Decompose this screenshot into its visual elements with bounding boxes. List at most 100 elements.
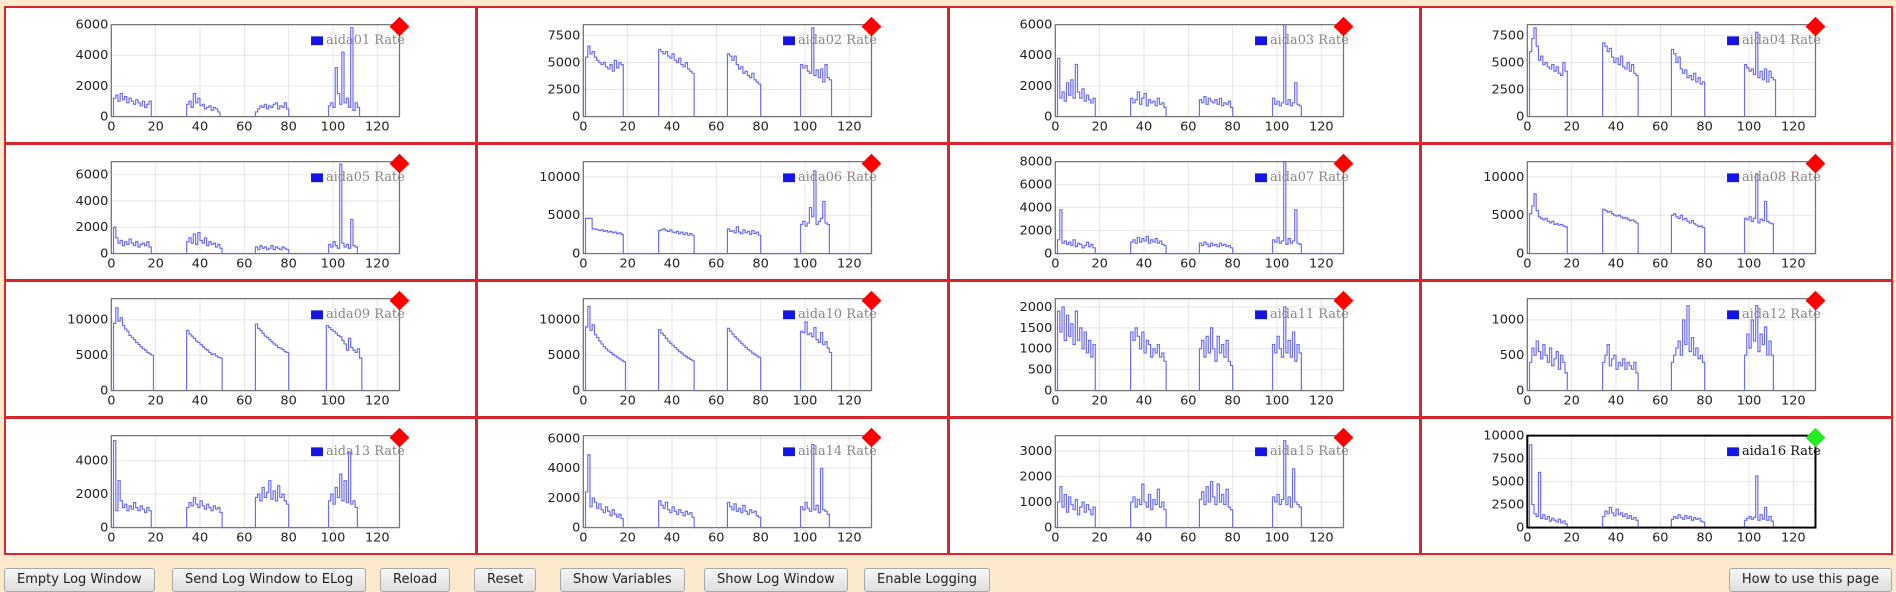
x-tick-label: 20: [1563, 530, 1579, 545]
x-tick-label: 0: [579, 393, 587, 408]
series-line: [583, 305, 872, 392]
x-tick-label: 100: [793, 393, 818, 408]
y-tick-label: 6000: [1020, 178, 1053, 193]
y-tick-label: 2500: [548, 83, 581, 98]
chart-panel[interactable]: 0 20 40 60 80 100 120 0 2000 4000 6000 aida01 Rate: [4, 6, 477, 144]
y-tick-label: 2000: [1020, 300, 1053, 315]
chart-panel[interactable]: 0 20 40 60 80 100 120 0 500 1000 1500 2000 aida11 Ra…: [948, 280, 1421, 418]
chart-panel[interactable]: 0 20 40 60 80 100 120 0 2000 4000 6000 aida03 Rate: [948, 6, 1421, 144]
chart-panel[interactable]: 0 20 40 60 80 100 120 0 500 1000 aida12 Rate: [1420, 280, 1893, 418]
y-tick-label: 7500: [548, 28, 581, 43]
x-tick-label: 20: [147, 256, 163, 271]
x-tick-label: 20: [619, 256, 635, 271]
legend-label: aida01 Rate: [326, 33, 405, 48]
x-tick-label: 60: [236, 393, 252, 408]
series-line: [1527, 444, 1816, 529]
chart-panel[interactable]: 0 20 40 60 80 100 120 0 2500 5000 7500 aida04 Rate: [1420, 6, 1893, 144]
x-tick-label: 100: [1737, 393, 1762, 408]
y-tick-label: 7500: [1492, 452, 1525, 467]
x-tick-label: 20: [1091, 256, 1107, 271]
chart-panel[interactable]: 0 20 40 60 80 100 120 0 2000 4000 6000 8000 aida07 R…: [948, 143, 1421, 281]
x-tick-label: 40: [1136, 119, 1152, 134]
y-tick-label: 5000: [76, 348, 109, 363]
show-variables-button[interactable]: Show Variables: [560, 568, 685, 592]
series-line: [1527, 27, 1816, 118]
enable-logging-button[interactable]: Enable Logging: [864, 568, 990, 592]
chart-panel[interactable]: 0 20 40 60 80 100 120 0 2500 5000 7500 aida02 Rate: [476, 6, 949, 144]
status-alarm-diamond-icon: [1805, 290, 1826, 311]
chart-panel[interactable]: 0 20 40 60 80 100 120 0 2000 4000 6000 aida05 Rate: [4, 143, 477, 281]
how-to-use-button[interactable]: How to use this page: [1728, 568, 1892, 592]
x-tick-label: 100: [321, 256, 346, 271]
x-tick-label: 80: [752, 393, 768, 408]
x-tick-label: 20: [1563, 393, 1579, 408]
show-log-window-button[interactable]: Show Log Window: [704, 568, 848, 592]
chart-panel[interactable]: 0 20 40 60 80 100 120 0 5000 10000 aida08 Rate: [1420, 143, 1893, 281]
y-tick-label: 4000: [1020, 201, 1053, 216]
x-tick-label: 20: [1091, 393, 1107, 408]
legend-label: aida16 Rate: [1742, 444, 1821, 459]
reset-button[interactable]: Reset: [474, 568, 537, 592]
plot-frame: [1526, 23, 1817, 118]
x-tick-label: 60: [1180, 393, 1196, 408]
chart-grid: 0 20 40 60 80 100 120 0 2000 4000 6000 aida01 Rate 0…: [4, 6, 1893, 555]
rate-chart: 0 20 40 60 80 100 120 0 2000 4000 6000 aida01 Rate: [76, 16, 410, 134]
legend-swatch: [1255, 36, 1267, 46]
chart-panel[interactable]: 0 20 40 60 80 100 120 0 2000 4000 6000 aida14 Rate: [476, 417, 949, 555]
y-tick-label: 5000: [1492, 208, 1525, 223]
x-tick-label: 80: [1696, 119, 1712, 134]
x-tick-label: 40: [1608, 256, 1624, 271]
x-tick-label: 40: [1136, 530, 1152, 545]
reload-button[interactable]: Reload: [380, 568, 451, 592]
x-tick-label: 120: [837, 530, 862, 545]
x-tick-label: 40: [664, 393, 680, 408]
chart-panel[interactable]: 0 20 40 60 80 100 120 0 2000 4000 aida13 Rate: [4, 417, 477, 555]
y-tick-label: 0: [572, 384, 580, 399]
x-tick-label: 60: [708, 393, 724, 408]
chart-panel[interactable]: 0 20 40 60 80 100 120 0 2500 5000 7500 10000 aida16 …: [1420, 417, 1893, 555]
y-tick-label: 1500: [1020, 321, 1053, 336]
legend-label: aida08 Rate: [1742, 170, 1821, 185]
x-tick-label: 40: [1608, 530, 1624, 545]
x-tick-label: 20: [619, 530, 635, 545]
chart-panel[interactable]: 0 20 40 60 80 100 120 0 1000 2000 3000 aida15 Rate: [948, 417, 1421, 555]
empty-log-window-button[interactable]: Empty Log Window: [4, 568, 155, 592]
y-tick-label: 6000: [1020, 18, 1053, 33]
x-tick-label: 60: [708, 256, 724, 271]
legend-label: aida14 Rate: [798, 444, 877, 459]
plot-frame: [582, 434, 873, 529]
x-tick-label: 80: [1224, 119, 1240, 134]
y-tick-label: 500: [1500, 348, 1525, 363]
legend-label: aida15 Rate: [1270, 444, 1349, 459]
x-tick-label: 120: [1309, 530, 1334, 545]
y-tick-label: 2000: [76, 220, 109, 235]
legend-swatch: [1727, 173, 1739, 183]
y-tick-label: 500: [1028, 363, 1053, 378]
legend-swatch: [311, 310, 323, 320]
x-tick-label: 40: [664, 119, 680, 134]
x-tick-label: 0: [1051, 393, 1059, 408]
y-tick-label: 0: [100, 110, 108, 125]
x-tick-label: 0: [1523, 530, 1531, 545]
y-tick-label: 3000: [1020, 444, 1053, 459]
series-line: [1055, 24, 1344, 118]
x-tick-label: 0: [107, 256, 115, 271]
series-line: [111, 307, 400, 392]
y-tick-label: 2000: [1020, 79, 1053, 94]
status-alarm-diamond-icon: [1333, 16, 1354, 37]
y-tick-label: 4000: [548, 461, 581, 476]
series-line: [1527, 173, 1816, 255]
send-log-to-elog-button[interactable]: Send Log Window to ELog: [172, 568, 367, 592]
chart-panel[interactable]: 0 20 40 60 80 100 120 0 5000 10000 aida06 Rate: [476, 143, 949, 281]
plot-frame: [110, 297, 401, 392]
legend-swatch: [1727, 36, 1739, 46]
x-tick-label: 100: [1265, 530, 1290, 545]
chart-panel[interactable]: 0 20 40 60 80 100 120 0 5000 10000 aida10 Rate: [476, 280, 949, 418]
x-tick-label: 80: [1224, 530, 1240, 545]
x-tick-label: 40: [192, 119, 208, 134]
y-tick-label: 1000: [1492, 313, 1525, 328]
legend-label: aida05 Rate: [326, 170, 405, 185]
chart-panel[interactable]: 0 20 40 60 80 100 120 0 5000 10000 aida09 Rate: [4, 280, 477, 418]
x-tick-label: 80: [1696, 256, 1712, 271]
plot-frame: [1054, 297, 1345, 392]
